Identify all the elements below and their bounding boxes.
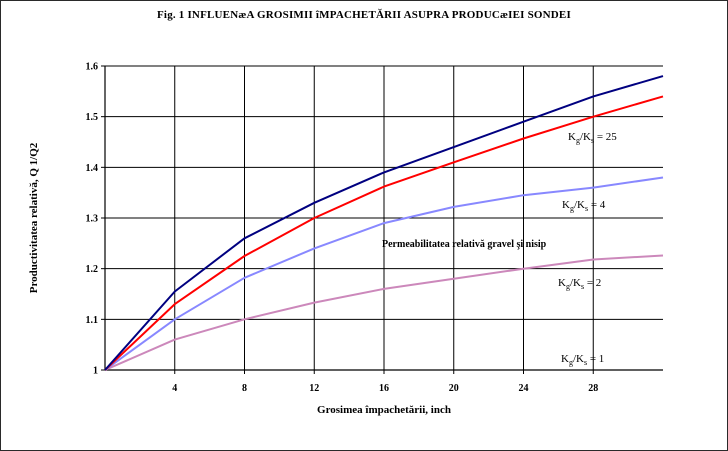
x-tick-label: 24 — [519, 383, 529, 394]
y-tick-label: 1.6 — [86, 62, 99, 73]
series-lines — [104, 75, 664, 371]
x-tick-label: 4 — [172, 383, 177, 394]
x-tick-label: 12 — [309, 383, 319, 394]
y-tick-label: 1.2 — [86, 264, 99, 275]
x-tick-label: 20 — [449, 383, 459, 394]
annotation-kg-ks-1: Kg/Ks = 1 — [561, 353, 604, 367]
x-tick-label: 8 — [242, 383, 247, 394]
annotation-kg-ks-25: Kg/Ks = 25 — [568, 131, 617, 145]
y-tick-label: 1.4 — [86, 163, 99, 174]
annotation-kg-ks-2: Kg/Ks = 2 — [558, 277, 601, 291]
grid-lines — [105, 65, 663, 371]
x-axis-label: Grosimea împachetării, inch — [317, 404, 451, 416]
axes — [101, 65, 663, 374]
x-tick-label: 28 — [588, 383, 598, 394]
y-axis-label: Productivitatea relativă, Q 1/Q2 — [28, 142, 40, 294]
y-tick-label: 1.5 — [86, 112, 99, 123]
x-tick-label: 16 — [379, 383, 389, 394]
series-line-3 — [104, 176, 664, 371]
annotation-permeability: Permeabilitatea relativă gravel şi nisip — [382, 239, 547, 250]
y-tick-label: 1.3 — [86, 214, 99, 225]
series-line-4 — [104, 254, 664, 371]
annotation-kg-ks-4: Kg/Ks = 4 — [562, 199, 606, 213]
annotations: Kg/Ks = 25 Kg/Ks = 4 Kg/Ks = 2 Kg/Ks = 1 Per… — [382, 131, 617, 367]
tick-labels: 1 1.1 1.2 1.3 1.4 1.5 1.6 4 8 12 16 20 24 28 — [86, 62, 599, 395]
series-line-1 — [104, 75, 664, 371]
chart-title: Fig. 1 INFLUENæA GROSIMII îMPACHETĂRII A… — [157, 9, 571, 21]
series-line-2 — [104, 95, 664, 371]
y-tick-label: 1.1 — [86, 315, 99, 326]
y-tick-label: 1 — [93, 366, 98, 377]
